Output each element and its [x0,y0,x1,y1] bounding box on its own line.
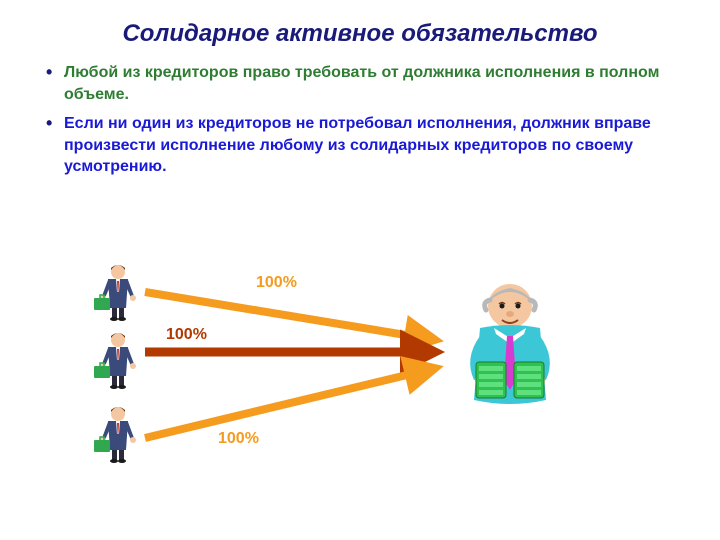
diagram-svg [0,230,720,530]
arrow-label-2: 100% [166,326,207,344]
slide-title: Солидарное активное обязательство [40,20,680,48]
creditor-icon-3 [94,407,136,463]
creditor-icon-2 [94,333,136,389]
creditor-icon-1 [94,265,136,321]
arrow-3 [145,368,436,438]
debtor-icon [470,284,550,404]
bullet-list: Любой из кредиторов право требовать от д… [40,62,680,178]
bullet-1: Любой из кредиторов право требовать от д… [40,62,680,105]
diagram: 100% 100% 100% [0,230,720,530]
arrow-label-3: 100% [218,430,259,448]
bullet-2: Если ни один из кредиторов не потребовал… [40,113,680,178]
arrow-label-1: 100% [256,274,297,292]
